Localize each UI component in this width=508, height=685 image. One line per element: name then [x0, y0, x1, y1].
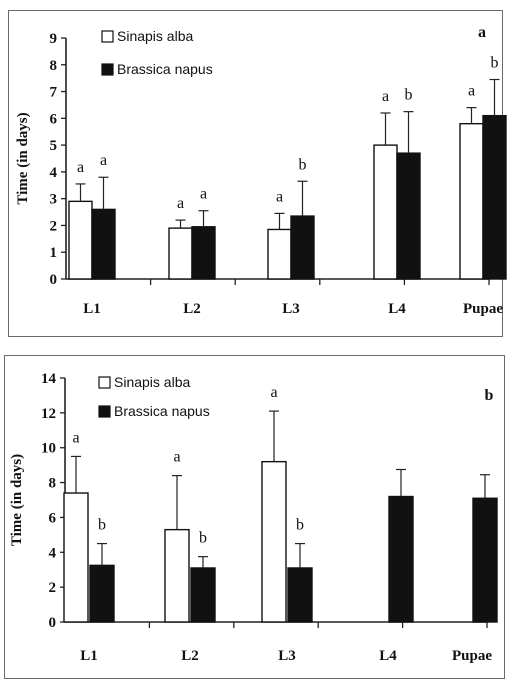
bar-sinapis-alba	[267, 228, 292, 280]
legend-label: Sinapis alba	[114, 374, 190, 390]
bar-sinapis-alba	[164, 528, 190, 623]
bar-brassica-napus	[472, 497, 498, 623]
significance-letter: a	[72, 429, 79, 446]
chart-panel-a: 0 1 2 3 4 5 6 7 8 9 Time (in days) L1 L2 L3 L4 Pupae a a a…	[8, 10, 507, 337]
bar-sinapis-alba	[373, 144, 398, 280]
bar-brassica-napus	[191, 226, 216, 280]
significance-letter: b	[98, 517, 106, 534]
x-category-label: L4	[388, 301, 406, 317]
x-category-label: Pupae	[452, 648, 492, 664]
bar-brassica-napus	[91, 208, 116, 280]
x-category-label: Pupae	[463, 301, 503, 317]
x-category-label: L1	[80, 648, 98, 664]
chart-b-svg: 0 2 4 6 8 10 12 14 Time (in days) L1 L2 L3 L4 Pupae a a…	[9, 371, 498, 664]
legend-label: Sinapis alba	[117, 28, 193, 44]
bar-brassica-napus	[190, 567, 216, 623]
x-category-label: L4	[379, 648, 397, 664]
significance-letter: b	[299, 156, 307, 173]
legend-swatch	[98, 405, 111, 418]
significance-letter: b	[296, 517, 304, 534]
significance-letter: b	[199, 530, 207, 547]
chart-panel-b: 0 2 4 6 8 10 12 14 Time (in days) L1 L2 L3 L4 Pupae a a…	[4, 355, 505, 679]
bar-brassica-napus	[482, 114, 507, 280]
bar-brassica-napus	[388, 495, 414, 623]
y-tick-label: 9	[50, 31, 58, 47]
significance-letter: a	[468, 83, 475, 100]
significance-letter: a	[270, 384, 277, 401]
y-tick-label: 8	[50, 58, 58, 74]
y-axis-label: Time (in days)	[15, 112, 31, 204]
bar-brassica-napus	[89, 564, 115, 623]
legend-swatch	[101, 63, 114, 76]
y-tick-label: 4	[50, 165, 58, 181]
y-tick-label: 12	[41, 406, 56, 422]
significance-letter: b	[491, 55, 499, 72]
panel-label: a	[478, 24, 486, 41]
significance-letter: a	[382, 88, 389, 105]
y-tick-label: 1	[50, 245, 58, 261]
panel-label: b	[485, 387, 494, 404]
legend-swatch	[98, 376, 111, 389]
bar-sinapis-alba	[68, 200, 93, 280]
significance-letter: b	[405, 87, 413, 104]
significance-letter: a	[276, 188, 283, 205]
y-tick-label: 14	[41, 371, 57, 387]
bar-sinapis-alba	[63, 492, 89, 623]
x-category-label: L2	[183, 301, 201, 317]
y-tick-label: 8	[49, 476, 57, 492]
y-tick-label: 6	[49, 510, 57, 526]
significance-letter: a	[200, 186, 207, 203]
y-tick-label: 7	[50, 85, 58, 101]
y-tick-label: 4	[49, 545, 57, 561]
significance-letter: a	[77, 159, 84, 176]
y-tick-label: 2	[50, 218, 58, 234]
bar-brassica-napus	[287, 567, 313, 623]
y-tick-label: 6	[50, 111, 58, 127]
bar-sinapis-alba	[168, 227, 193, 280]
bar-brassica-napus	[290, 215, 315, 280]
legend-label: Brassica napus	[117, 61, 213, 77]
y-tick-label: 3	[50, 192, 58, 208]
x-category-label: L1	[83, 301, 101, 317]
bar-sinapis-alba	[459, 122, 484, 280]
y-axis-label: Time (in days)	[9, 454, 25, 546]
y-tick-label: 5	[50, 138, 58, 154]
y-tick-label: 10	[41, 441, 56, 457]
y-tick-label: 2	[49, 580, 57, 596]
y-tick-label: 0	[49, 615, 57, 631]
bar-brassica-napus	[396, 152, 421, 280]
x-category-label: L2	[181, 648, 199, 664]
x-category-label: L3	[278, 648, 296, 664]
significance-letter: a	[177, 195, 184, 212]
y-tick-label: 0	[50, 272, 58, 288]
x-category-label: L3	[282, 301, 300, 317]
bar-sinapis-alba	[261, 460, 287, 623]
significance-letter: a	[100, 152, 107, 169]
significance-letter: a	[173, 449, 180, 466]
legend-label: Brassica napus	[114, 403, 210, 419]
legend-swatch	[101, 30, 114, 43]
